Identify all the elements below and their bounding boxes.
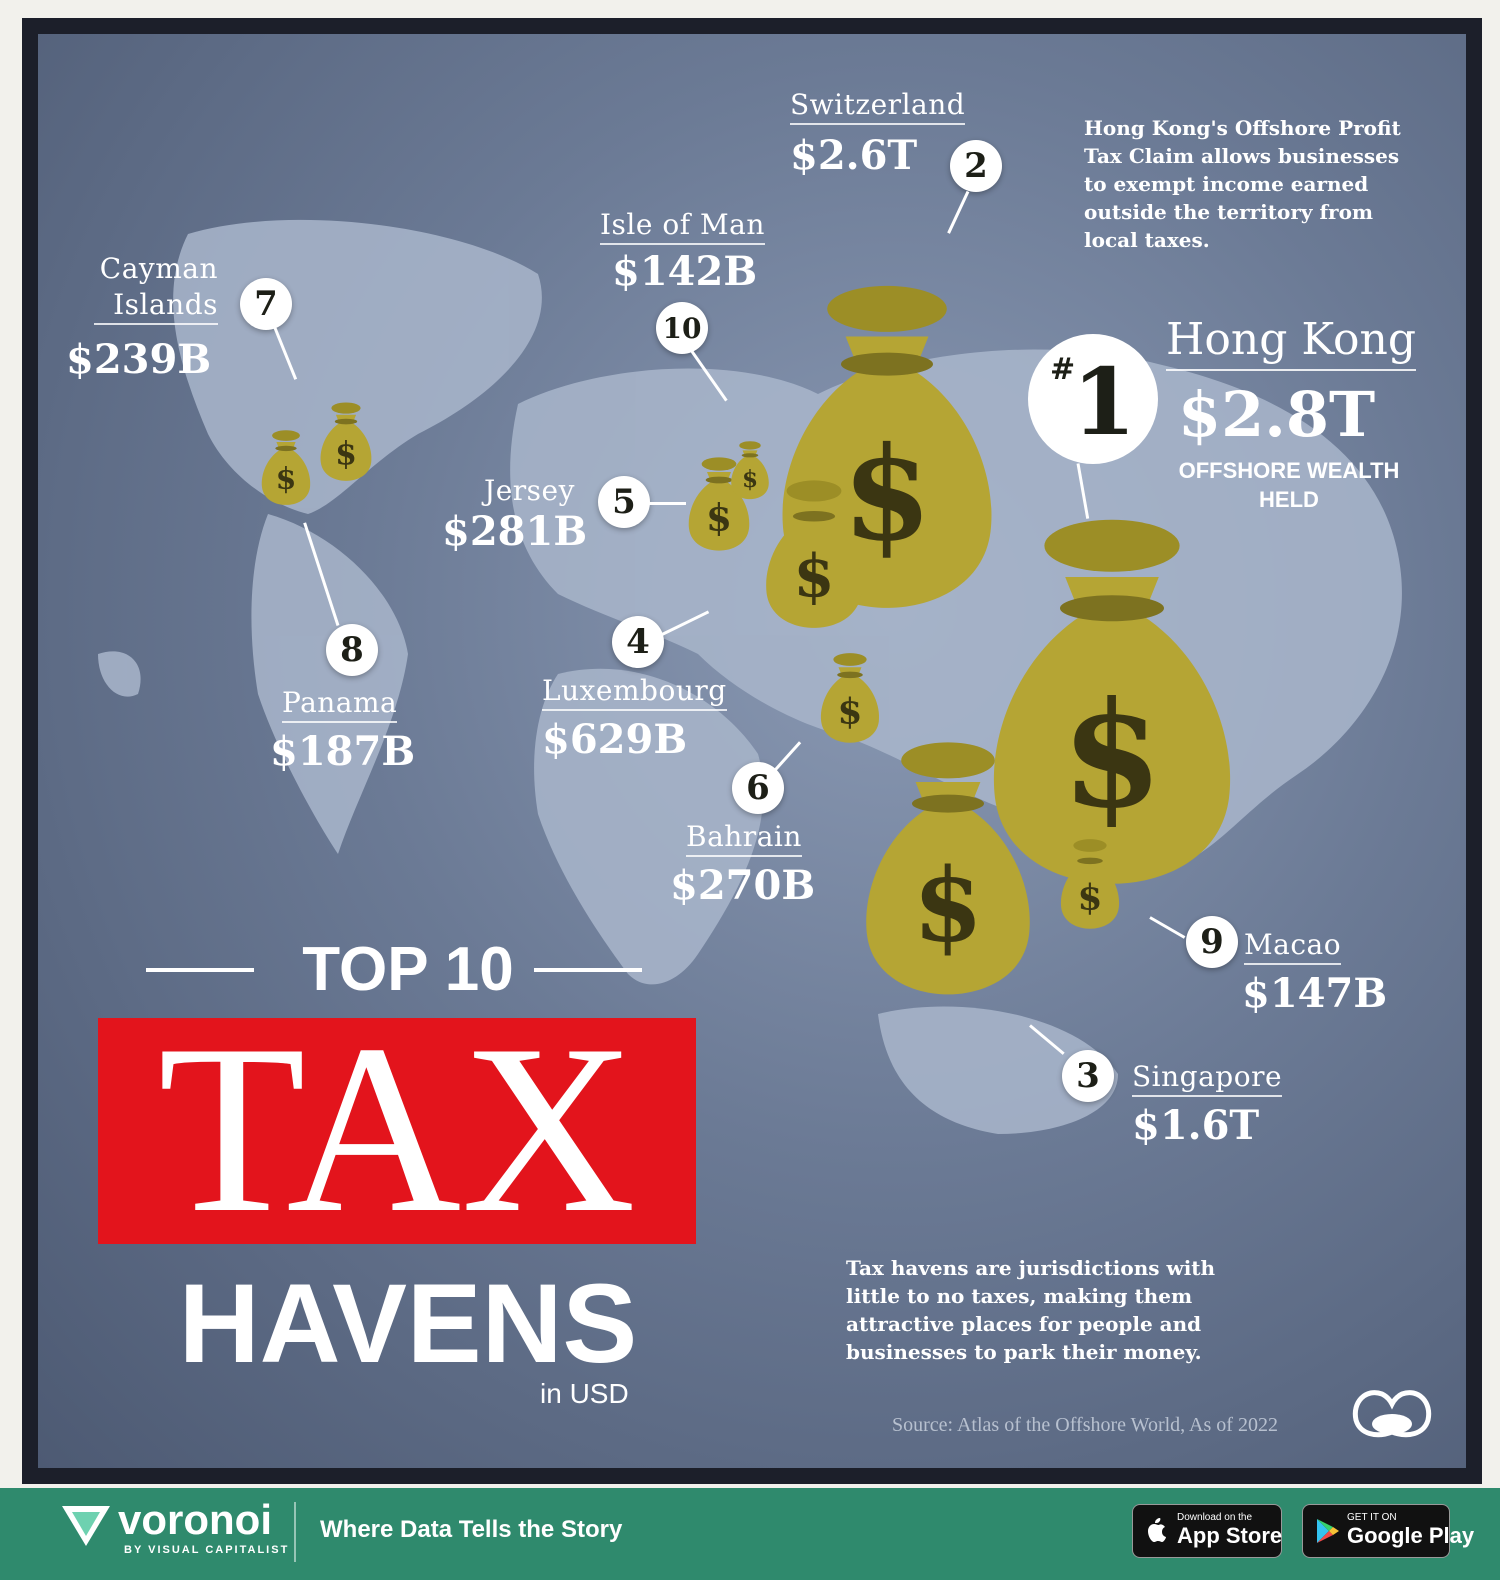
money-bag-icon: $ <box>261 430 311 505</box>
haven-name-isle-of-man: Isle of Man <box>600 208 765 245</box>
haven-name-cayman-line1: Cayman <box>99 252 218 285</box>
top-haven-value: $2.8T <box>1178 378 1376 451</box>
infographic-panel: $ $ $ $ $ $ $ $ <box>38 34 1466 1468</box>
rank-pin-3: 3 <box>1062 1050 1114 1102</box>
haven-name-bahrain: Bahrain <box>686 820 802 857</box>
app-store-label: App Store <box>1177 1523 1283 1548</box>
title-top10: TOP 10 <box>302 935 514 1004</box>
rank-pin-6: 6 <box>732 762 784 814</box>
rank-number: 1 <box>1072 348 1137 456</box>
money-bag-icon: $ <box>866 742 1030 995</box>
footer-bar: voronoi BY VISUAL CAPITALIST Where Data … <box>0 1488 1500 1580</box>
hong-kong-note: Hong Kong's Offshore Profit Tax Claim al… <box>1084 116 1401 252</box>
rank-pin-2: 2 <box>950 140 1002 192</box>
haven-value-panama: $187B <box>270 728 416 775</box>
svg-text:$: $ <box>913 845 983 964</box>
haven-value-luxembourg: $629B <box>542 716 688 763</box>
app-store-small-text: Download on the <box>1177 1512 1253 1523</box>
haven-value-isle-of-man: $142B <box>612 248 758 295</box>
title-rule-left <box>146 968 254 972</box>
svg-text:$: $ <box>276 462 297 497</box>
haven-value-bahrain: $270B <box>670 862 816 909</box>
google-play-icon <box>1317 1519 1339 1543</box>
voronoi-logo-icon <box>62 1506 110 1546</box>
money-bag-icon: $ <box>731 441 769 500</box>
rank-pin-8: 8 <box>326 624 378 676</box>
haven-name-macao: Macao <box>1244 928 1342 965</box>
haven-name-switzerland: Switzerland <box>790 88 966 125</box>
money-bag-icon: $ <box>993 519 1231 884</box>
description: Tax havens are jurisdictions with little… <box>846 1256 1216 1364</box>
haven-value-singapore: $1.6T <box>1132 1102 1260 1149</box>
svg-text:$: $ <box>706 496 732 540</box>
svg-text:$: $ <box>838 691 863 733</box>
haven-value-cayman-islands: $239B <box>66 336 212 383</box>
google-play-label: Google Play <box>1347 1523 1475 1548</box>
visual-capitalist-logo-icon <box>1352 1390 1432 1438</box>
money-bag-icon: $ <box>820 653 880 743</box>
unit-label: in USD <box>540 1378 629 1409</box>
haven-value-jersey: $281B <box>442 508 588 555</box>
rank-pin-7: 7 <box>240 278 292 330</box>
title-havens: HAVENS <box>178 1261 638 1386</box>
haven-name-cayman-line2: Islands <box>94 288 218 325</box>
money-bag-icon: $ <box>320 402 372 481</box>
rank-pin-10: 10 <box>656 302 708 354</box>
brand-name: voronoi <box>118 1496 272 1543</box>
svg-text:$: $ <box>793 541 834 610</box>
tax-red-box <box>98 1018 696 1244</box>
google-play-button[interactable]: GET IT ON Google Play <box>1302 1504 1474 1558</box>
haven-value-macao: $147B <box>1242 970 1388 1017</box>
google-play-small-text: GET IT ON <box>1347 1512 1397 1523</box>
rank-pin-5: 5 <box>598 476 650 528</box>
money-bag-icon: $ <box>782 285 992 608</box>
svg-text:$: $ <box>842 419 932 570</box>
title-rule-right <box>534 968 642 972</box>
money-bag-icon: $ <box>1060 839 1120 929</box>
svg-text:$: $ <box>1078 877 1103 919</box>
svg-text:$: $ <box>335 436 357 472</box>
rank-pin-1: # 1 <box>1028 334 1158 464</box>
haven-name-panama: Panama <box>282 686 398 723</box>
app-store-button[interactable]: Download on the App Store <box>1132 1504 1282 1558</box>
rank-hash: # <box>1050 352 1076 387</box>
brand-subtitle: BY VISUAL CAPITALIST <box>124 1544 290 1556</box>
rank-pin-9: 9 <box>1186 916 1238 968</box>
pin-pointer <box>648 502 686 505</box>
rank-pin-4: 4 <box>612 616 664 668</box>
title-tax: TAX <box>158 995 636 1263</box>
top-haven-subtitle: OFFSHORE WEALTH HELD <box>1178 458 1400 512</box>
footer-divider <box>294 1502 296 1562</box>
svg-text:$: $ <box>1061 670 1162 841</box>
tagline: Where Data Tells the Story <box>320 1516 623 1543</box>
haven-name-singapore: Singapore <box>1132 1060 1283 1097</box>
source-note: Source: Atlas of the Offshore World, As … <box>892 1414 1278 1436</box>
svg-text:$: $ <box>742 466 758 493</box>
haven-name-luxembourg: Luxembourg <box>542 674 727 711</box>
money-bag-icon: $ <box>766 480 862 628</box>
top-haven-name: Hong Kong <box>1166 314 1417 371</box>
haven-value-switzerland: $2.6T <box>790 132 918 179</box>
apple-icon <box>1148 1518 1166 1542</box>
haven-name-jersey: Jersey <box>484 474 575 507</box>
